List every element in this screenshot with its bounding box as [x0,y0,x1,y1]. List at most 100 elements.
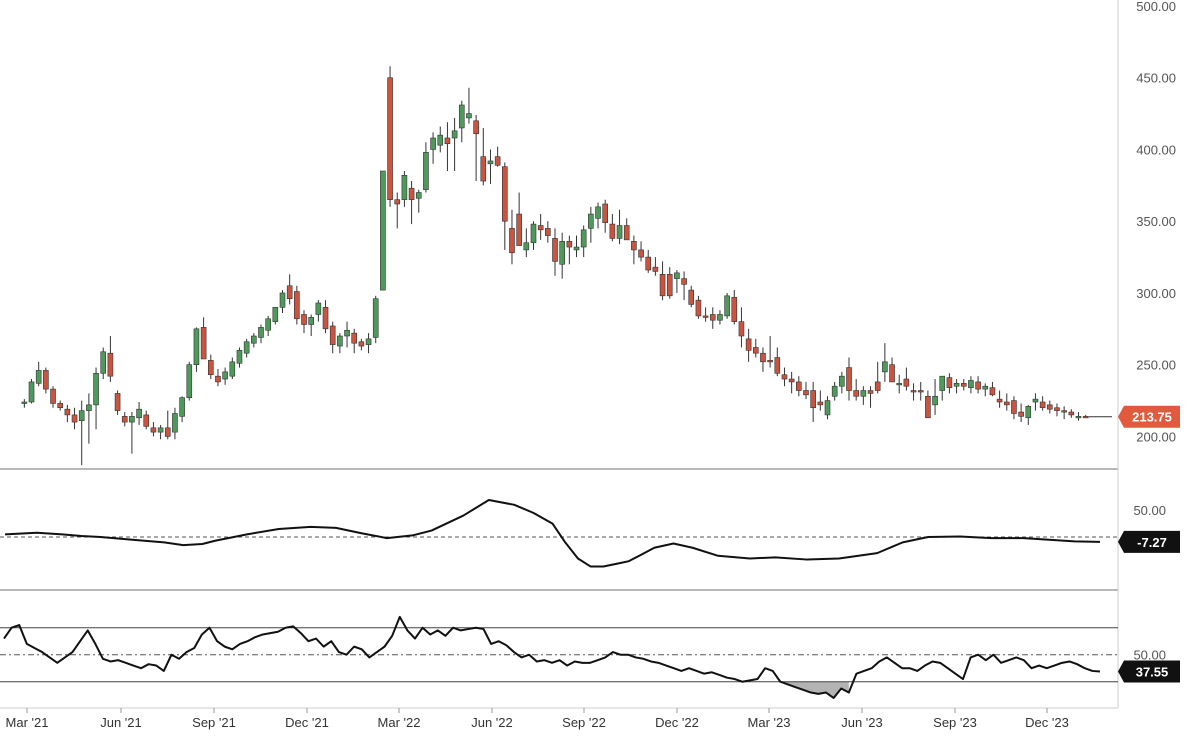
candle-down [387,77,393,200]
candle-up [458,104,465,129]
candle-down [609,223,616,239]
candle-down [688,289,695,305]
oscillator-tick-label: 50.00 [1133,503,1166,518]
candle-up [860,390,867,397]
candle-down [738,321,745,337]
candle-up [415,192,422,199]
candle-up [193,328,200,365]
candle-up [573,246,580,251]
candle-up [839,375,845,387]
x-tick-label: Mar '22 [378,715,421,730]
candle-up [580,229,587,248]
price-tick-label: 350.00 [1136,214,1176,229]
candle-up [968,380,974,388]
candle-down [444,137,451,145]
candle-down [50,388,56,404]
candle-up [337,335,343,347]
candle-up [222,371,228,380]
candle-down [71,414,78,423]
candle-up [466,113,472,119]
value-badges: 213.75 -7.27 37.55 [1118,405,1180,683]
candle-up [258,327,264,338]
candle-down [1054,407,1060,411]
candle-down [408,187,415,200]
candle-down [494,156,501,166]
candle-up [430,137,436,150]
candle-up [1025,406,1032,419]
candle-down [975,381,981,390]
candle-down [215,375,221,383]
candle-down [552,238,558,262]
candle-down [702,315,709,318]
candle-up [451,130,458,139]
candle-down [796,381,802,391]
x-tick-label: Mar '21 [6,715,49,730]
price-tick-label: 200.00 [1136,429,1176,444]
candle-up [344,329,350,337]
candle-down [351,332,358,344]
candle-down [910,390,917,393]
x-tick-label: Sep '22 [562,715,606,730]
x-tick-label: Sep '21 [192,715,236,730]
candle-down [745,338,752,351]
candle-up [437,134,444,146]
candle-up [487,160,494,165]
candle-up [932,395,938,406]
x-tick-label: Sep '23 [933,715,977,730]
candle-down [803,390,809,396]
oscillator-value-badge-bg [1118,530,1180,553]
candle-down [810,390,816,409]
candle-down [709,314,716,321]
rsi-value-badge-bg [1118,660,1180,683]
x-tick-label: Dec '23 [1025,715,1069,730]
candle-up [365,338,372,345]
candle-up [939,375,946,391]
candle-down [631,241,637,251]
candle-down [537,225,544,231]
price-y-axis: 500.00 450.00 400.00 350.00 300.00 250.00 200.… [1136,0,1176,444]
candle-down [294,291,300,320]
candle-up [172,413,178,433]
candle-down [114,393,121,411]
price-tick-label: 450.00 [1136,71,1176,86]
candle-down [200,327,207,360]
candle-down [889,364,895,383]
candle-up [251,335,257,344]
candle-down [358,341,365,347]
candle-down [666,274,673,297]
rsi-line [3,615,1101,699]
candle-down [1018,411,1024,417]
candle-down [43,370,49,390]
candle-down [502,166,508,222]
oscillator-line [4,499,1101,568]
candle-up [315,302,322,315]
price-tick-label: 300.00 [1136,286,1176,301]
candle-down [752,347,759,354]
candle-up [100,351,107,374]
candle-down [322,307,329,330]
candle-down [989,387,996,396]
candle-up [129,416,135,423]
candle-down [602,203,608,223]
candle-down [652,266,659,272]
rsi-tick-label: 50.00 [1133,648,1166,663]
candle-up [1032,398,1039,403]
candle-down [164,427,171,437]
candle-down [781,374,788,380]
oscillator-value-badge: -7.27 [1137,535,1167,550]
candle-down [946,377,953,388]
time-x-axis: Mar '21 Jun '21 Sep '21 Dec '21 Mar '22 Jun '… [6,708,1069,730]
candle-down [1047,404,1053,410]
candle-down [394,199,401,205]
candle-up [523,242,530,251]
candle-down [903,378,910,387]
candle-up [186,364,193,398]
candle-up [136,408,142,419]
candle-down [1003,401,1010,406]
candle-up [401,175,408,200]
rsi-oversold-fill [780,681,849,698]
candle-up [272,307,279,322]
candle-up [588,213,594,229]
candle-down [207,360,214,376]
candle-up [243,341,250,354]
